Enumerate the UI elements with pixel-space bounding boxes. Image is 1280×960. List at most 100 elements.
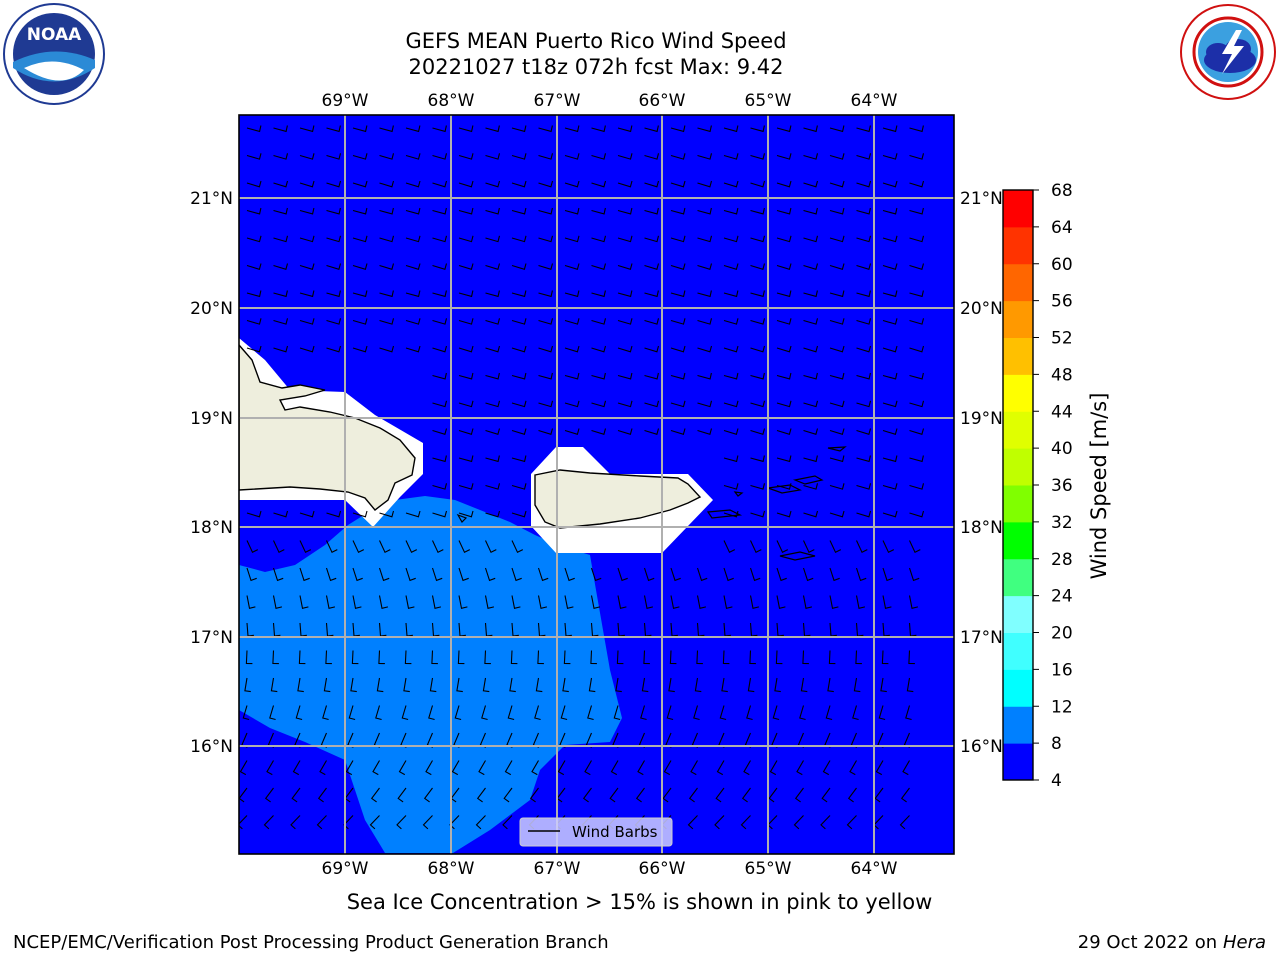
wind-barb bbox=[485, 428, 501, 435]
wind-barb bbox=[376, 677, 384, 693]
wind-barb bbox=[484, 595, 495, 609]
wind-barb bbox=[617, 567, 628, 582]
lat-label-right: 21°N bbox=[960, 189, 1003, 209]
wind-barb bbox=[829, 180, 845, 188]
wind-barb bbox=[405, 235, 421, 243]
wind-barb bbox=[484, 650, 491, 665]
wind-barb bbox=[776, 510, 792, 518]
wind-barb bbox=[378, 595, 389, 609]
wind-barb bbox=[803, 345, 819, 353]
wind-barb bbox=[670, 153, 686, 160]
wind-barb bbox=[846, 815, 857, 830]
wind-barb bbox=[511, 125, 527, 133]
wind-barb bbox=[485, 400, 501, 408]
wind-barb bbox=[750, 372, 765, 380]
wind-barb bbox=[511, 455, 527, 463]
wind-barb bbox=[432, 207, 447, 215]
wind-barb bbox=[617, 400, 633, 408]
wind-barb bbox=[529, 787, 539, 803]
lon-label-bottom: 66°W bbox=[639, 859, 686, 879]
wind-barb bbox=[538, 153, 554, 160]
wind-barb bbox=[299, 263, 315, 270]
wind-barb bbox=[852, 705, 859, 721]
wind-barb bbox=[405, 540, 418, 554]
wind-barb bbox=[909, 400, 925, 408]
wind-barb bbox=[644, 372, 659, 380]
wind-barb bbox=[485, 345, 501, 353]
wind-barb bbox=[853, 677, 861, 693]
wind-barb bbox=[909, 290, 924, 298]
wind-barb bbox=[299, 510, 315, 518]
wind-barb bbox=[617, 372, 633, 380]
lat-label-left: 19°N bbox=[190, 409, 233, 429]
wind-barb bbox=[637, 760, 645, 776]
wind-barb bbox=[644, 153, 660, 160]
wind-barb bbox=[242, 705, 250, 721]
map-frame bbox=[238, 114, 955, 855]
wind-barb bbox=[299, 207, 315, 215]
wind-barb bbox=[316, 815, 327, 830]
wind-barb bbox=[902, 760, 910, 776]
wind-barb bbox=[429, 677, 437, 693]
wind-barb bbox=[405, 180, 421, 188]
lon-label-top: 68°W bbox=[428, 91, 475, 111]
wind-barb bbox=[398, 760, 407, 776]
wind-barb bbox=[432, 428, 448, 435]
wind-barb bbox=[537, 595, 548, 609]
lat-label-left: 18°N bbox=[190, 518, 233, 538]
wind-barb bbox=[502, 815, 513, 830]
wind-barb bbox=[856, 290, 871, 298]
wind-barb bbox=[352, 318, 368, 325]
wind-barb bbox=[591, 400, 607, 408]
wind-barb bbox=[776, 372, 792, 380]
wind-barb bbox=[644, 235, 660, 243]
wind-barb bbox=[485, 318, 501, 325]
wind-barb bbox=[458, 372, 474, 380]
wind-barb bbox=[485, 483, 501, 490]
wind-barb bbox=[352, 567, 363, 582]
wind-barb bbox=[537, 650, 544, 665]
wind-barb bbox=[456, 677, 463, 693]
lat-label-right: 18°N bbox=[960, 518, 1003, 538]
wind-barb bbox=[882, 345, 898, 353]
wind-barb bbox=[299, 235, 315, 243]
wind-barb bbox=[326, 153, 342, 160]
wind-barb bbox=[825, 705, 833, 721]
wind-barb bbox=[909, 318, 925, 325]
wind-barb bbox=[379, 290, 394, 298]
wind-barb bbox=[723, 595, 733, 609]
wind-barb bbox=[769, 760, 778, 776]
wind-barb bbox=[485, 263, 501, 270]
wind-barb bbox=[246, 180, 262, 188]
wind-barb bbox=[273, 510, 289, 518]
colorbar-tick-label: 64 bbox=[1051, 218, 1073, 238]
wind-barb bbox=[325, 567, 337, 582]
wind-barb bbox=[856, 372, 871, 380]
wind-barb bbox=[750, 400, 766, 408]
wind-barb bbox=[882, 318, 898, 325]
wind-8-12-region bbox=[239, 496, 622, 853]
wind-barb bbox=[610, 760, 619, 776]
wind-barb bbox=[405, 125, 421, 133]
wind-barb bbox=[591, 428, 607, 435]
wind-barb bbox=[908, 650, 915, 665]
colorbar-tick-label: 36 bbox=[1051, 476, 1073, 496]
colorbar-tick-label: 68 bbox=[1051, 181, 1073, 201]
lon-labels: 69°W 68°W 67°W 66°W 65°W 64°W 69°W 68°W … bbox=[322, 91, 898, 879]
wind-barb bbox=[909, 125, 924, 133]
wind-barb bbox=[405, 207, 421, 215]
wind-barb bbox=[829, 372, 845, 380]
lon-label-top: 67°W bbox=[534, 91, 581, 111]
colorbar-segment bbox=[1003, 300, 1033, 338]
wind-barb bbox=[740, 815, 751, 830]
wind-barb bbox=[644, 263, 660, 270]
lon-label-top: 64°W bbox=[851, 91, 898, 111]
wind-barb bbox=[458, 595, 468, 609]
wind-barb bbox=[750, 180, 766, 188]
wind-barb bbox=[352, 125, 368, 133]
colorbar-tick-label: 44 bbox=[1051, 402, 1073, 422]
wind-barb bbox=[776, 290, 792, 298]
wind-barb bbox=[820, 815, 831, 830]
wind-barb bbox=[662, 787, 672, 803]
wind-barb bbox=[723, 318, 739, 325]
